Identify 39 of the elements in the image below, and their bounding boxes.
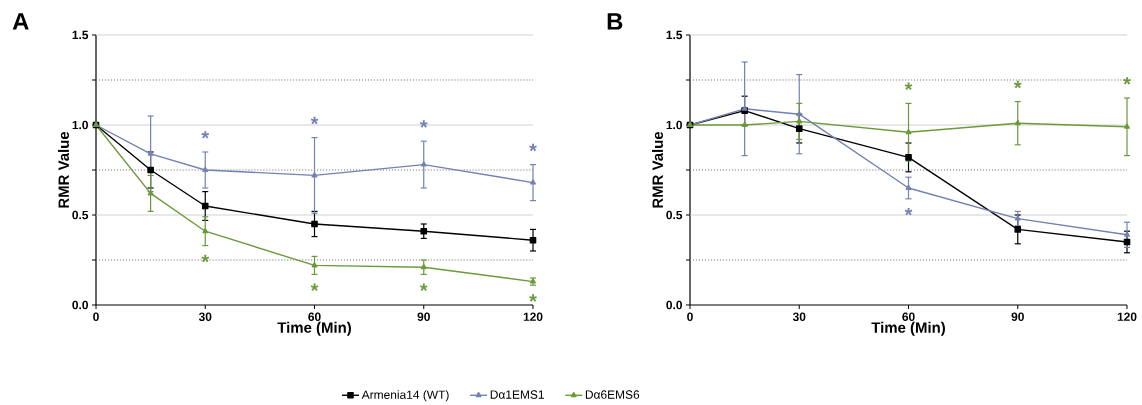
annotation: * <box>529 294 537 302</box>
x-axis-title: Time (Min) <box>277 321 351 336</box>
y-tick-label: 0.0 <box>72 300 88 310</box>
y-tick-label: 0.5 <box>666 210 683 220</box>
x-tick-label: 90 <box>417 312 430 321</box>
chart-title: A <box>12 13 29 30</box>
annotation: * <box>904 207 913 216</box>
y-axis-title: RMR Value <box>58 131 70 208</box>
annotation: * <box>529 143 537 152</box>
y-tick-label: 1.5 <box>72 30 89 40</box>
y-tick-label: 1.0 <box>72 120 88 130</box>
x-tick-label: 0 <box>687 312 693 321</box>
annotation: * <box>201 254 210 263</box>
annotation: * <box>201 131 210 139</box>
annotation: * <box>904 82 913 90</box>
legend-label: Dα1EMS1 <box>490 390 544 399</box>
y-tick-label: 1.0 <box>666 120 682 130</box>
y-tick-label: 0.5 <box>72 210 89 220</box>
annotation: * <box>419 120 428 128</box>
x-tick-label: 30 <box>792 312 806 322</box>
annotation: * <box>310 116 319 125</box>
x-tick-label: 30 <box>198 312 212 322</box>
x-axis-title: Time (Min) <box>871 321 945 336</box>
y-axis-title: RMR Value <box>652 131 664 208</box>
chart-title: B <box>607 13 623 30</box>
legend-label: Armenia14 (WT) <box>361 390 449 402</box>
y-tick-label: 0.0 <box>666 300 682 310</box>
annotation: * <box>1013 80 1022 89</box>
annotation: * <box>419 283 428 291</box>
y-tick-label: 1.5 <box>666 30 683 40</box>
legend-label: Dα6EMS6 <box>585 390 640 399</box>
annotation: * <box>1123 77 1131 85</box>
x-tick-label: 60 <box>902 312 915 321</box>
x-tick-label: 120 <box>523 312 543 321</box>
x-tick-label: 0 <box>93 312 99 321</box>
x-tick-label: 90 <box>1011 312 1024 321</box>
x-tick-label: 60 <box>308 312 321 321</box>
x-tick-label: 120 <box>1117 312 1137 321</box>
annotation: * <box>310 283 319 291</box>
